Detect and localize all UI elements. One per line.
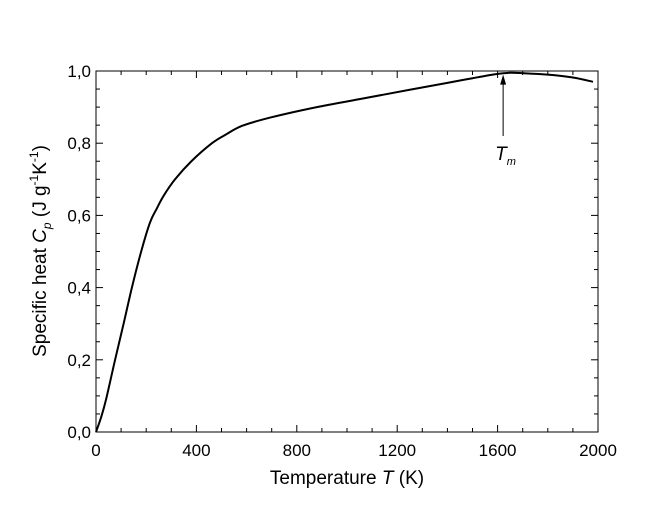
y-tick-label: 0,6 xyxy=(67,206,91,225)
x-tick-labels: 0 400 800 1200 1600 2000 xyxy=(91,441,617,460)
axis-ticks xyxy=(95,70,599,433)
x-axis-label: Temperature T (K) xyxy=(270,468,424,489)
y-axis-label: Specific heat Cp (J g-1K-1) xyxy=(27,145,54,357)
y-tick-label: 0,2 xyxy=(67,351,91,370)
y-tick-labels: 0,0 0,2 0,4 0,6 0,8 1,0 xyxy=(67,62,91,442)
y-tick-label: 0,0 xyxy=(67,423,91,442)
tm-label: Tm xyxy=(495,144,516,168)
plot-frame xyxy=(95,70,599,433)
y-tick-label: 1,0 xyxy=(67,62,91,81)
x-tick-label: 800 xyxy=(283,441,311,460)
x-tick-label: 400 xyxy=(182,441,210,460)
tm-annotation: Tm xyxy=(495,74,516,168)
y-tick-label: 0,4 xyxy=(67,279,91,298)
x-tick-label: 0 xyxy=(91,441,100,460)
x-tick-label: 1200 xyxy=(378,441,416,460)
x-tick-label: 1600 xyxy=(479,441,517,460)
tm-arrow-head xyxy=(500,74,507,85)
y-tick-label: 0,8 xyxy=(67,134,91,153)
x-tick-label: 2000 xyxy=(579,441,617,460)
series-line-cp xyxy=(95,71,594,433)
